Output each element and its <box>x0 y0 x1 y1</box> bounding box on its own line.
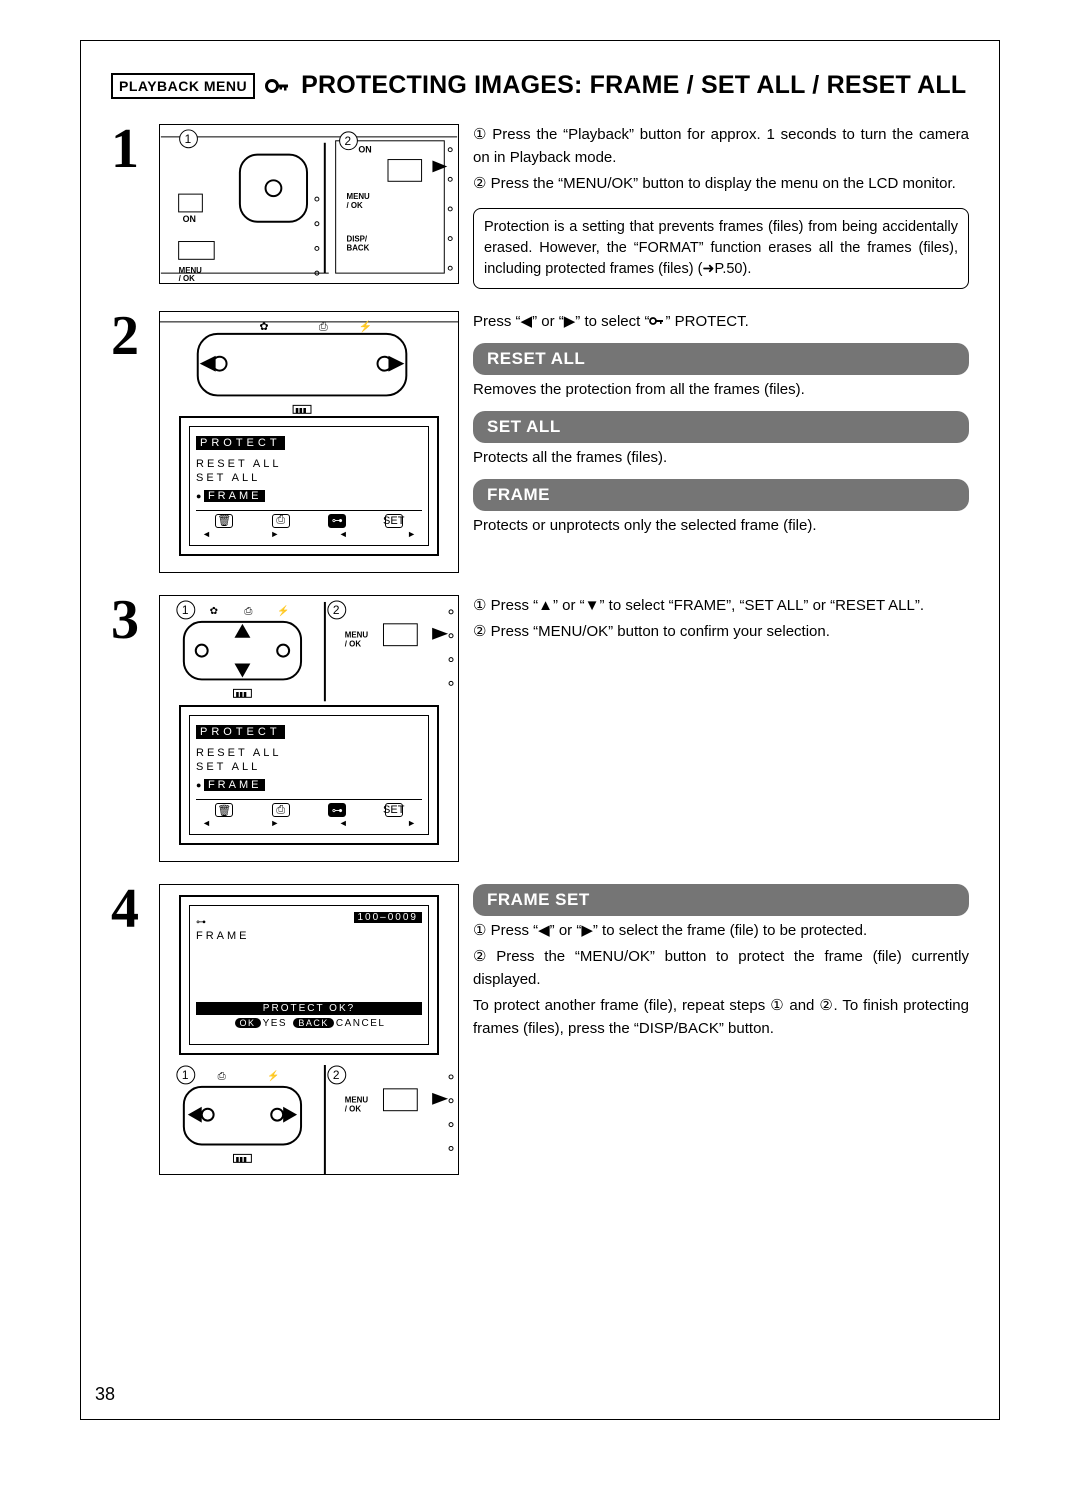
svg-text:MENU: MENU <box>345 1096 369 1105</box>
marker-2: ② <box>473 621 486 644</box>
page-title-row: PLAYBACK MENU PROTECTING IMAGES: FRAME /… <box>111 71 969 100</box>
section-frame-set: FRAME SET <box>473 884 969 916</box>
step-1: 1 ON MENU / OK 1 <box>111 124 969 289</box>
step3-diagram: 1 ▮▮▮ ✿ ⎙ ⚡ 2 MENU / OK <box>159 595 459 862</box>
marker-1: ① <box>473 920 486 943</box>
svg-text:ON: ON <box>358 145 371 155</box>
svg-text:✿: ✿ <box>259 320 268 332</box>
step4-text: FRAME SET ① Press “◀” or “▶” to select t… <box>473 884 969 1044</box>
svg-text:2: 2 <box>345 134 352 148</box>
step4-line1: Press “◀” or “▶” to select the frame (fi… <box>491 922 868 939</box>
protection-note: Protection is a setting that prevents fr… <box>473 208 969 289</box>
step3-line2: Press “MENU/OK” button to confirm your s… <box>491 623 830 640</box>
svg-text:/ OK: / OK <box>345 640 362 649</box>
section-reset-all: RESET ALL <box>473 343 969 375</box>
step4-tail: To protect another frame (file), repeat … <box>473 995 969 1040</box>
svg-text:▮▮▮: ▮▮▮ <box>235 1156 247 1163</box>
step1-diagram: ON MENU / OK 1 2 ON <box>159 124 459 284</box>
step2-diagram: ✿ ⎙ ⚡ ▮▮▮ PROTECT RESET ALL SET ALL FRAM… <box>159 311 459 573</box>
step-4: 4 ⊶ 100–0009 FRAME PROTECT OK? OKYES BAC… <box>111 884 969 1175</box>
svg-text:⎙: ⎙ <box>319 320 328 332</box>
page-frame: PLAYBACK MENU PROTECTING IMAGES: FRAME /… <box>80 40 1000 1420</box>
svg-text:/ OK: / OK <box>179 274 196 283</box>
key-icon <box>265 75 291 97</box>
step4-diagram: ⊶ 100–0009 FRAME PROTECT OK? OKYES BACKC… <box>159 884 459 1175</box>
svg-text:⚡: ⚡ <box>267 1070 279 1082</box>
svg-text:2: 2 <box>333 1068 340 1082</box>
page-title: PROTECTING IMAGES: FRAME / SET ALL / RES… <box>301 71 966 100</box>
section-desc: Protects or unprotects only the selected… <box>473 515 969 538</box>
lcd-icon-row: 🗑⎙⊶SET <box>196 799 422 817</box>
protect-ok: PROTECT OK? <box>196 1002 422 1015</box>
lcd-item-selected: FRAME <box>204 490 266 502</box>
yes-cancel-row: OKYES BACKCANCEL <box>196 1018 422 1029</box>
step3-text: ① Press “▲” or “▼” to select “FRAME”, “S… <box>473 595 969 648</box>
file-number: 100–0009 <box>354 912 423 923</box>
lcd-icon-row: 🗑⎙⊶SET <box>196 510 422 528</box>
lcd-screen: PROTECT RESET ALL SET ALL FRAME 🗑⎙⊶SET ◄… <box>179 705 439 845</box>
lcd-item: SET ALL <box>196 761 422 773</box>
t: ” PROTECT. <box>665 313 748 330</box>
step-number: 1 <box>111 124 145 174</box>
lcd-item: SET ALL <box>196 472 422 484</box>
marker-2: ② <box>473 173 486 196</box>
lcd-item: RESET ALL <box>196 458 422 470</box>
step2-text: Press “◀” or “▶” to select “” PROTECT. R… <box>473 311 969 544</box>
svg-text:ON: ON <box>183 214 196 224</box>
lcd-title: PROTECT <box>196 436 285 450</box>
section-frame: FRAME <box>473 479 969 511</box>
step1-line1: Press the “Playback” button for approx. … <box>473 126 969 166</box>
lcd-item: RESET ALL <box>196 747 422 759</box>
svg-text:2: 2 <box>333 603 340 617</box>
svg-text:⚡: ⚡ <box>277 605 289 617</box>
lcd-screen: ⊶ 100–0009 FRAME PROTECT OK? OKYES BACKC… <box>179 895 439 1055</box>
t: ” or “ <box>532 313 564 330</box>
step-number: 4 <box>111 884 145 934</box>
cancel-label: CANCEL <box>336 1018 386 1029</box>
step3-line1: Press “▲” or “▼” to select “FRAME”, “SET… <box>491 597 924 614</box>
t: Press “ <box>473 313 521 330</box>
svg-text:1: 1 <box>182 1068 189 1082</box>
step4-line2: Press the “MENU/OK” button to protect th… <box>473 948 969 988</box>
lcd-item-selected: FRAME <box>204 779 266 791</box>
section-desc: Protects all the frames (files). <box>473 447 969 470</box>
svg-text:⎙: ⎙ <box>218 1071 226 1082</box>
frame-label: FRAME <box>196 930 422 942</box>
section-desc: Removes the protection from all the fram… <box>473 379 969 402</box>
back-pill: BACK <box>293 1018 334 1028</box>
step-2: 2 ✿ ⎙ ⚡ ▮▮▮ PROTECT <box>111 311 969 573</box>
step-number: 3 <box>111 595 145 645</box>
marker-1: ① <box>473 124 486 147</box>
svg-text:▮▮▮: ▮▮▮ <box>295 407 307 414</box>
svg-text:DISP/: DISP/ <box>347 235 368 244</box>
svg-text:MENU: MENU <box>345 631 369 640</box>
yes-label: YES <box>263 1018 288 1029</box>
svg-text:⎙: ⎙ <box>244 606 252 617</box>
svg-text:1: 1 <box>182 603 189 617</box>
svg-text:⚡: ⚡ <box>359 319 373 332</box>
ok-pill: OK <box>235 1018 261 1028</box>
lcd-screen: PROTECT RESET ALL SET ALL FRAME 🗑⎙⊶SET ◄… <box>179 416 439 556</box>
svg-text:▮▮▮: ▮▮▮ <box>235 691 247 698</box>
lcd-title: PROTECT <box>196 725 285 739</box>
t: ” to select “ <box>575 313 649 330</box>
page-number: 38 <box>95 1384 115 1405</box>
marker-2: ② <box>473 946 486 969</box>
section-set-all: SET ALL <box>473 411 969 443</box>
svg-text:BACK: BACK <box>347 243 370 252</box>
svg-text:/ OK: / OK <box>347 201 364 210</box>
svg-text:MENU: MENU <box>347 192 371 201</box>
step-number: 2 <box>111 311 145 361</box>
step1-text: ① Press the “Playback” button for approx… <box>473 124 969 289</box>
step-3: 3 1 ▮▮▮ ✿ ⎙ ⚡ 2 MENU <box>111 595 969 862</box>
playback-menu-badge: PLAYBACK MENU <box>111 73 255 99</box>
svg-text:✿: ✿ <box>210 606 218 617</box>
step1-line2: Press the “MENU/OK” button to display th… <box>491 175 956 192</box>
svg-text:1: 1 <box>185 132 192 146</box>
marker-1: ① <box>473 595 486 618</box>
svg-text:/ OK: / OK <box>345 1105 362 1114</box>
